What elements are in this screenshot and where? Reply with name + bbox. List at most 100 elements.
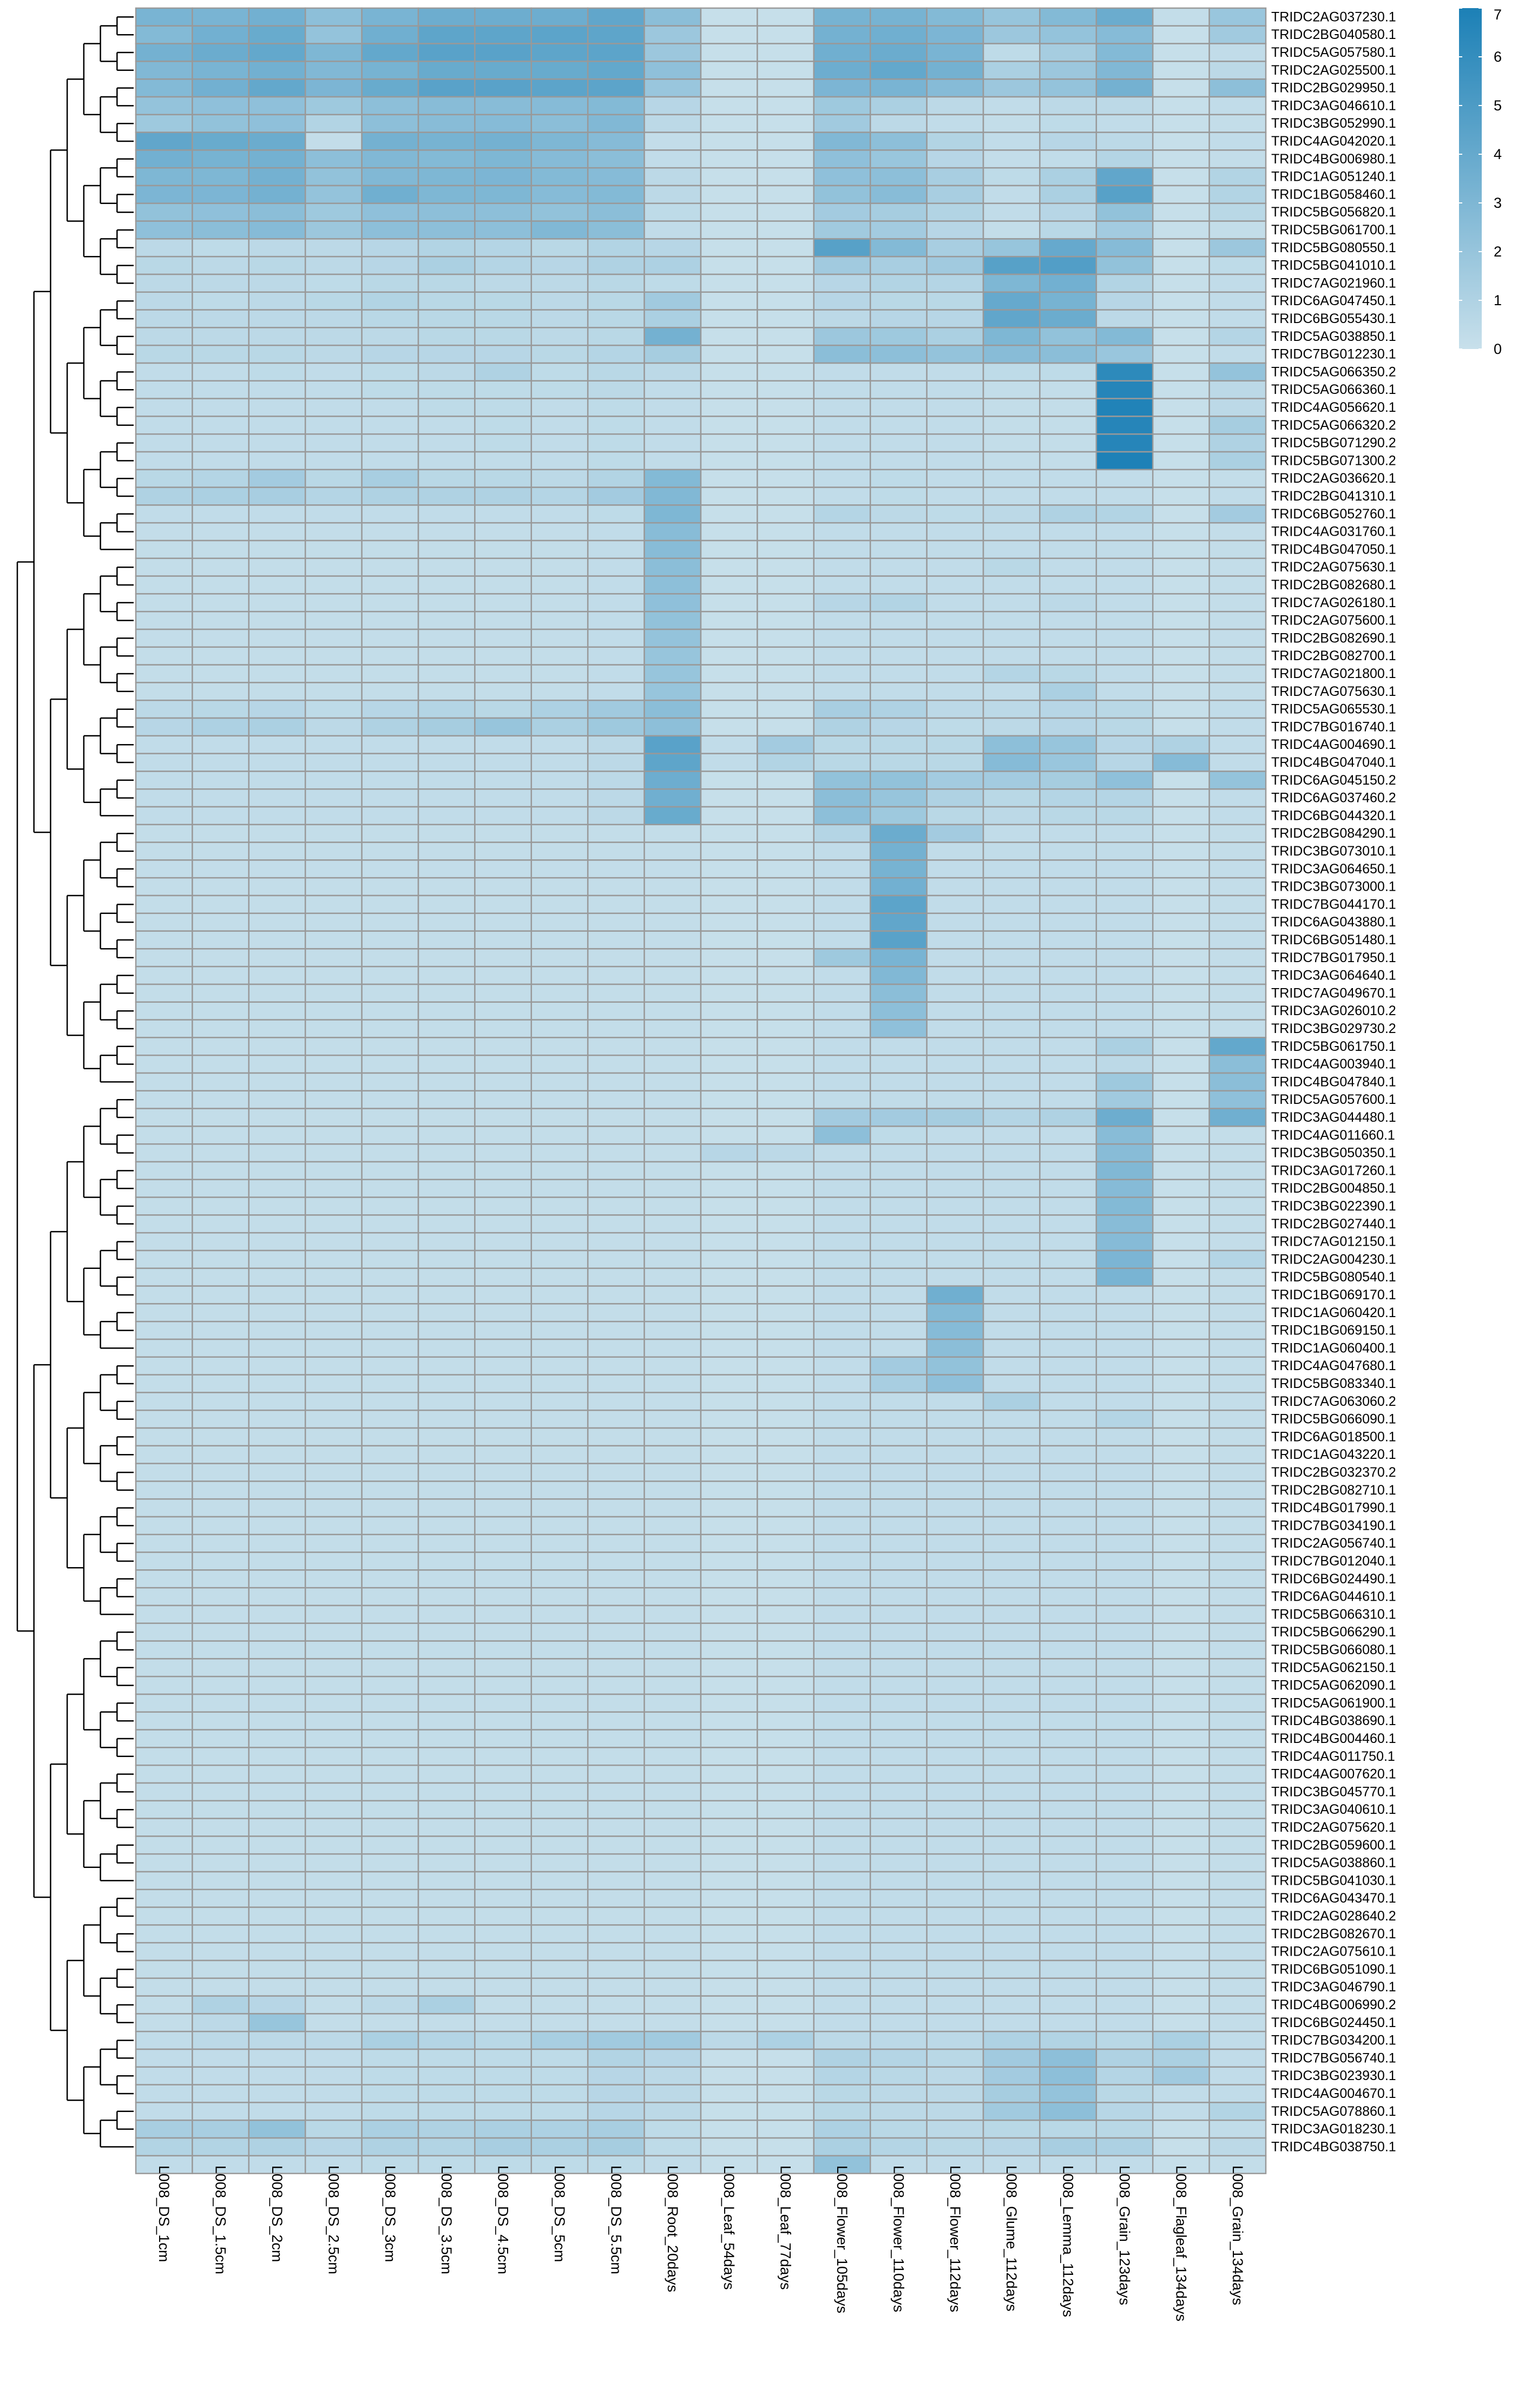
heatmap-cell [1095, 1693, 1154, 1713]
heatmap-cell [417, 1445, 476, 1464]
heatmap-cell [135, 1906, 193, 1926]
heatmap-cell [700, 1729, 758, 1748]
heatmap-cell [926, 1516, 984, 1536]
heatmap-cell [700, 114, 758, 133]
heatmap-cell [135, 2030, 193, 2050]
heatmap-cell [643, 753, 702, 772]
heatmap-cell [530, 1232, 589, 1252]
heatmap-cell [587, 948, 645, 968]
heatmap-cell [757, 1871, 815, 1891]
heatmap-cell [982, 2137, 1041, 2157]
heatmap-cell [1095, 1267, 1154, 1287]
heatmap-cell [192, 43, 250, 62]
heatmap-cell [1095, 1445, 1154, 1464]
heatmap-cell [643, 344, 702, 364]
heatmap-cell [757, 1959, 815, 1979]
heatmap-cell [192, 983, 250, 1003]
heatmap-cell [192, 1249, 250, 1269]
heatmap-cell [869, 1889, 928, 1908]
heatmap-cell [926, 486, 984, 506]
heatmap-cell [813, 1427, 871, 1447]
heatmap-cell [813, 1622, 871, 1642]
heatmap-cell [700, 2066, 758, 2085]
heatmap-cell [813, 78, 871, 98]
heatmap-cell [813, 771, 871, 790]
heatmap-cell [700, 1054, 758, 1074]
row-label: TRIDC6AG037460.2 [1271, 791, 1396, 806]
row-label: TRIDC2AG036620.1 [1271, 471, 1396, 486]
heatmap-cell [700, 131, 758, 151]
heatmap-cell [869, 948, 928, 968]
heatmap-cell [361, 1587, 419, 1607]
heatmap-cell [587, 1090, 645, 1109]
heatmap-cell [1152, 78, 1210, 98]
heatmap-cell [530, 1090, 589, 1109]
row-label: TRIDC5AG062150.1 [1271, 1660, 1396, 1675]
heatmap-cell [757, 1534, 815, 1553]
row-label: TRIDC5BG066310.1 [1271, 1607, 1396, 1622]
heatmap-cell [474, 202, 533, 222]
heatmap-cell [248, 965, 306, 985]
heatmap-cell [1152, 1658, 1210, 1677]
heatmap-cell [643, 1551, 702, 1571]
heatmap-cell [926, 1747, 984, 1766]
heatmap-cell [417, 1037, 476, 1056]
heatmap-cell [474, 1143, 533, 1163]
heatmap-cell [643, 1747, 702, 1766]
heatmap-cell [135, 2137, 193, 2157]
heatmap-cell [813, 646, 871, 666]
heatmap-cell [757, 1214, 815, 1234]
heatmap-cell [361, 1214, 419, 1234]
heatmap-cell [248, 540, 306, 560]
heatmap-cell [1095, 61, 1154, 80]
row-label: TRIDC3AG046790.1 [1271, 1979, 1396, 1995]
heatmap-cell [192, 1303, 250, 1323]
heatmap-cell [757, 1889, 815, 1908]
heatmap-cell [813, 2013, 871, 2032]
heatmap-cell [304, 1481, 363, 1500]
heatmap-cell [643, 255, 702, 275]
heatmap-cell [1208, 1090, 1267, 1109]
heatmap-cell [248, 362, 306, 382]
heatmap-cell [813, 344, 871, 364]
heatmap-cell [135, 291, 193, 311]
heatmap-cell [417, 43, 476, 62]
heatmap-cell [192, 1037, 250, 1056]
heatmap-cell [304, 1818, 363, 1837]
heatmap-cell [135, 1675, 193, 1695]
heatmap-cell [530, 699, 589, 719]
heatmap-cell [530, 1959, 589, 1979]
heatmap-cell [248, 78, 306, 98]
heatmap-cell [248, 699, 306, 719]
heatmap-cell [304, 824, 363, 843]
heatmap-cell [417, 2030, 476, 2050]
heatmap-cell [361, 469, 419, 488]
heatmap-cell [869, 1320, 928, 1340]
row-label: TRIDC6AG044610.1 [1271, 1589, 1396, 1604]
row-label: TRIDC7AG026180.1 [1271, 595, 1396, 610]
heatmap-cell [1152, 167, 1210, 187]
heatmap-cell [135, 593, 193, 613]
heatmap-cell [757, 149, 815, 169]
heatmap-cell [417, 1587, 476, 1607]
heatmap-cell [417, 557, 476, 577]
heatmap-cell [1039, 1889, 1098, 1908]
heatmap-cell [1095, 114, 1154, 133]
heatmap-cell [587, 1232, 645, 1252]
heatmap-cell [1095, 309, 1154, 328]
heatmap-cell [643, 486, 702, 506]
heatmap-cell [587, 114, 645, 133]
heatmap-cell [757, 255, 815, 275]
heatmap-cell [248, 202, 306, 222]
heatmap-cell [192, 1320, 250, 1340]
heatmap-cell [192, 1906, 250, 1926]
heatmap-cell [757, 486, 815, 506]
heatmap-cell [643, 1161, 702, 1181]
heatmap-cell [135, 1800, 193, 1819]
heatmap-cell [248, 1001, 306, 1021]
heatmap-cell [248, 1906, 306, 1926]
heatmap-cell [643, 78, 702, 98]
heatmap-cell [248, 894, 306, 914]
heatmap-cell [530, 1924, 589, 1944]
heatmap-cell [1208, 43, 1267, 62]
